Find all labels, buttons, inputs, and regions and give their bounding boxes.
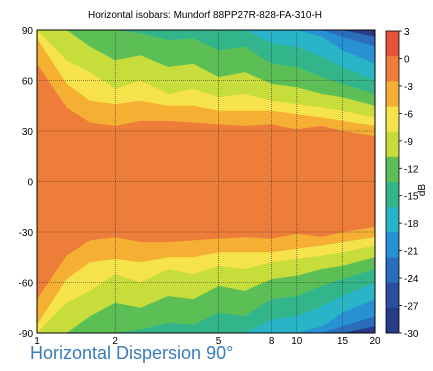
x-tick-label: 10 xyxy=(291,336,303,345)
colorbar-tick-label: -6 xyxy=(404,109,413,120)
colorbar-swatch xyxy=(386,257,399,284)
x-tick-label: 5 xyxy=(216,336,222,345)
y-tick-label: 90 xyxy=(22,26,34,37)
y-tick-label: 30 xyxy=(22,127,34,138)
isobar-chart: Horizontal isobars: Mundorf 88PP27R-828-… xyxy=(19,10,428,345)
colorbar-tick-label: -3 xyxy=(404,82,413,93)
colorbar-swatch xyxy=(386,307,399,334)
colorbar-tick-label: -15 xyxy=(404,192,419,203)
colorbar-tick-label: -24 xyxy=(404,274,419,285)
x-tick-label: 8 xyxy=(269,336,275,345)
colorbar-tick-label: -27 xyxy=(404,302,419,313)
y-tick-label: 60 xyxy=(22,77,34,88)
grid-lines xyxy=(37,30,375,333)
colorbar-swatch xyxy=(386,207,399,233)
y-tick-label: -30 xyxy=(19,228,34,239)
colorbar-tick-label: -21 xyxy=(404,247,419,258)
colorbar-tick-label: 3 xyxy=(404,27,410,38)
x-tick-label: 15 xyxy=(337,336,349,345)
colorbar-tick-label: -18 xyxy=(404,219,419,230)
colorbar-tick-label: 0 xyxy=(404,54,410,65)
plot-area xyxy=(36,29,376,334)
x-tick-label: 1 xyxy=(34,336,40,345)
colorbar-swatch xyxy=(386,131,399,158)
y-tick-label: 0 xyxy=(27,178,33,189)
colorbar-swatch xyxy=(386,56,399,82)
colorbar-swatch xyxy=(386,232,399,258)
colorbar: 3 0 -3 -6 -9 -12 -15 -18 -21 -24 -27 -30 xyxy=(385,27,419,340)
colorbar-tick-label: -9 xyxy=(404,137,413,148)
colorbar-tick-label: -12 xyxy=(404,164,419,175)
figure-caption: Horizontal Dispersion 90° xyxy=(30,343,234,363)
y-axis-ticks: 90 60 30 0 -30 -60 -90 xyxy=(19,26,34,340)
colorbar-swatch xyxy=(386,106,399,133)
colorbar-swatch xyxy=(386,182,399,208)
colorbar-swatch xyxy=(386,81,399,107)
colorbar-swatch xyxy=(386,31,399,57)
colorbar-frame xyxy=(385,30,400,334)
colorbar-swatch xyxy=(386,156,399,183)
chart-title: Horizontal isobars: Mundorf 88PP27R-828-… xyxy=(88,10,322,21)
colorbar-swatch xyxy=(386,282,399,309)
x-tick-label: 20 xyxy=(369,336,381,345)
x-axis-ticks: 1 2 5 8 10 15 20 xyxy=(34,336,381,345)
y-tick-label: -90 xyxy=(19,329,34,340)
y-tick-label: -60 xyxy=(19,279,34,290)
x-tick-label: 2 xyxy=(112,336,118,345)
colorbar-label: dB xyxy=(417,184,428,197)
colorbar-tick-label: -30 xyxy=(404,329,419,340)
